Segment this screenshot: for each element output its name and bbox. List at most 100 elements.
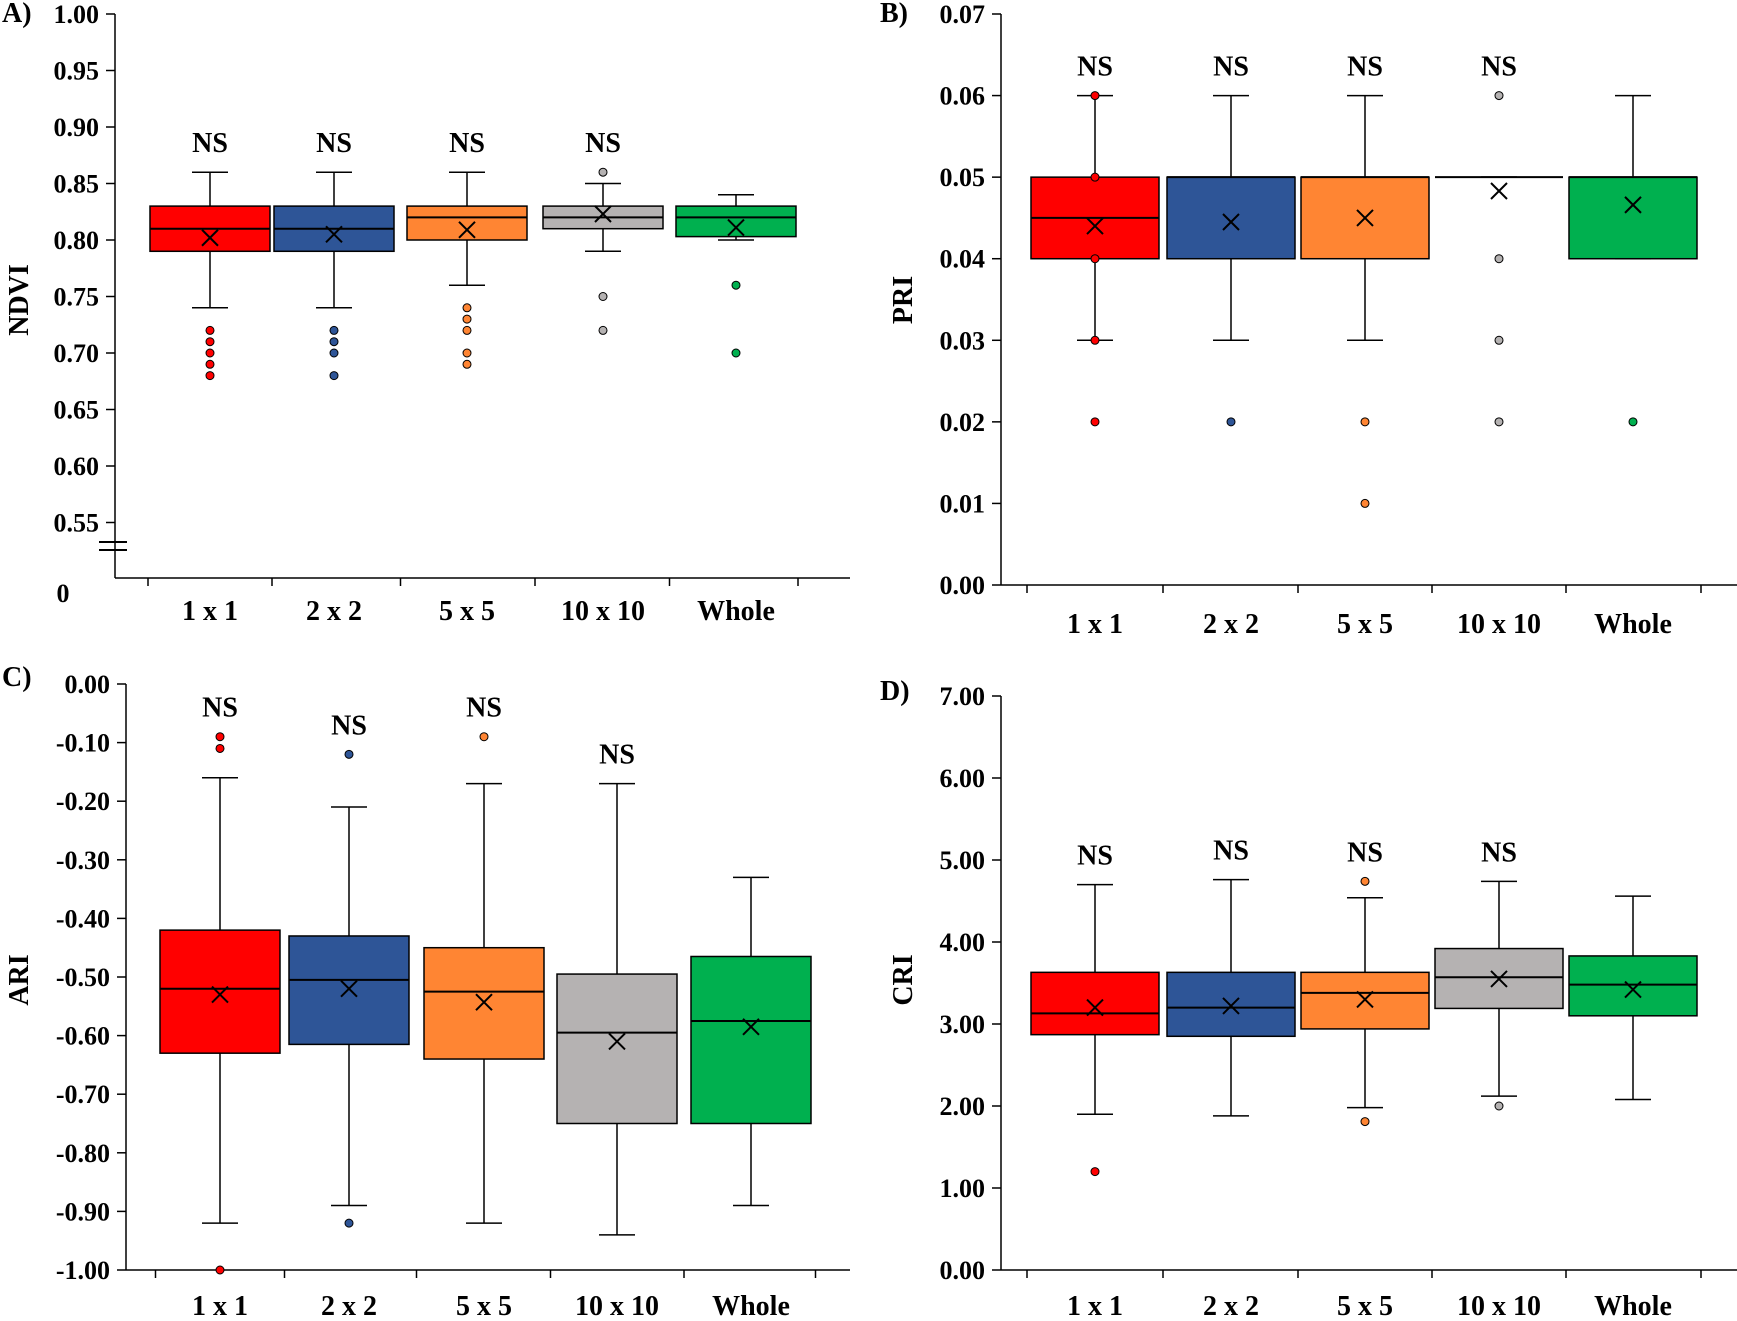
significance-label: NS — [1077, 52, 1113, 83]
iqr-box — [675, 205, 797, 238]
outlier-point — [344, 1218, 354, 1228]
significance-label: NS — [585, 128, 621, 159]
mean-marker — [608, 1032, 626, 1051]
significance-label: NS — [202, 693, 238, 724]
significance-label: NS — [449, 128, 485, 159]
outlier-point — [1360, 417, 1370, 427]
box-whole: Whole — [1568, 895, 1698, 1321]
box-2x2: NS 2 x 2 — [288, 710, 410, 1321]
outlier-point — [598, 325, 608, 335]
panel-c: C) ARI 0.00 -0.10 -0.20 -0.30 -0.40 -0.50 -0.60 -… — [2, 662, 850, 1321]
outlier-point — [1360, 876, 1370, 886]
y-tick-label: -0.50 — [56, 963, 110, 992]
box-2x2: NS 2 x 2 — [1166, 836, 1296, 1321]
y-tick-label: -0.20 — [56, 787, 110, 816]
outlier-point — [598, 167, 608, 177]
y-axis-label: PRI — [888, 276, 919, 324]
iqr-box — [1568, 955, 1698, 1017]
outlier-point — [1226, 417, 1236, 427]
y-tick-label: 0.85 — [54, 170, 100, 199]
panel-d: D) CRI 0.00 1.00 2.00 3.00 4.00 5.00 6.00 7.00 NS 1… — [880, 676, 1737, 1321]
mean-marker — [594, 205, 612, 223]
outlier-point — [1628, 417, 1638, 427]
panel-label: B) — [880, 0, 908, 29]
y-tick-label: -0.30 — [56, 846, 110, 875]
axis-break-label: 0 — [57, 579, 70, 608]
significance-label: NS — [1347, 837, 1383, 868]
mean-marker — [325, 225, 343, 244]
mean-marker — [1222, 213, 1240, 231]
x-tick-label: Whole — [697, 596, 775, 627]
mean-marker — [475, 993, 493, 1011]
x-tick-label: 1 x 1 — [1067, 1291, 1123, 1321]
panel-label: A) — [2, 0, 32, 29]
outlier-point — [1494, 1101, 1504, 1111]
mean-marker — [1356, 990, 1374, 1009]
y-tick-label: -0.80 — [56, 1139, 110, 1168]
outlier-point — [1360, 498, 1370, 508]
x-tick-label: 2 x 2 — [306, 596, 362, 627]
y-axis-label: ARI — [4, 954, 35, 1005]
x-tick-label: 2 x 2 — [321, 1291, 377, 1321]
x-tick-label: 10 x 10 — [1457, 609, 1541, 640]
y-tick-label: -0.40 — [56, 904, 110, 933]
box-1x1: NS 1 x 1 — [159, 693, 281, 1321]
outlier-point — [205, 371, 215, 381]
significance-label: NS — [1213, 52, 1249, 83]
outlier-point — [1090, 1167, 1100, 1177]
significance-label: NS — [1213, 836, 1249, 867]
y-tick-label: 2.00 — [940, 1092, 986, 1121]
box-whole: Whole — [675, 194, 797, 627]
outlier-point — [1090, 417, 1100, 427]
mean-marker — [1624, 980, 1642, 999]
outlier-point — [329, 337, 339, 347]
y-axis-label: CRI — [888, 954, 919, 1005]
y-tick-label: -1.00 — [56, 1256, 110, 1285]
outlier-point — [329, 371, 339, 381]
significance-label: NS — [331, 710, 367, 741]
panel-b: B) PRI 0.00 0.01 0.02 0.03 0.04 0.05 0.06 0.07 NS 1… — [880, 0, 1737, 640]
box-1x1: NS 1 x 1 — [149, 128, 271, 627]
y-tick-label: 7.00 — [940, 682, 986, 711]
x-tick-label: Whole — [712, 1291, 790, 1321]
outlier-point — [205, 348, 215, 358]
y-tick-label: -0.90 — [56, 1197, 110, 1226]
outlier-point — [1090, 335, 1100, 345]
x-tick-label: 10 x 10 — [1457, 1291, 1541, 1321]
x-tick-label: 1 x 1 — [182, 596, 238, 627]
outlier-point — [462, 325, 472, 335]
iqr-box — [406, 205, 528, 241]
x-tick-label: 5 x 5 — [456, 1291, 512, 1321]
y-tick-label: 0.02 — [940, 408, 986, 437]
outlier-point — [731, 280, 741, 290]
y-tick-label: 0.70 — [54, 339, 100, 368]
x-tick-label: 10 x 10 — [575, 1291, 659, 1321]
outlier-point — [1494, 335, 1504, 345]
outlier-point — [462, 303, 472, 313]
mean-marker — [1222, 997, 1240, 1015]
x-tick-label: 10 x 10 — [561, 596, 645, 627]
outlier-point — [479, 732, 489, 742]
y-tick-label: -0.60 — [56, 1022, 110, 1051]
outlier-point — [205, 359, 215, 369]
box-5x5: NS 5 x 5 — [1300, 837, 1430, 1321]
y-tick-label: 6.00 — [940, 764, 986, 793]
outlier-point — [205, 325, 215, 335]
y-tick-label: 0.75 — [54, 283, 100, 312]
outlier-point — [215, 732, 225, 742]
box-whole: Whole — [690, 876, 812, 1321]
panel-label: C) — [2, 662, 32, 693]
x-tick-label: 1 x 1 — [1067, 609, 1123, 640]
x-tick-label: 1 x 1 — [192, 1291, 248, 1321]
outlier-point — [462, 314, 472, 324]
panel-a: A) NDVI 0.55 0.60 0.65 0.70 0.75 0.80 0.85 0.90 0.… — [2, 0, 850, 627]
mean-marker — [727, 218, 745, 237]
mean-marker — [211, 985, 229, 1004]
outlier-point — [215, 743, 225, 753]
iqr-box — [1030, 971, 1160, 1036]
y-tick-label: -0.70 — [56, 1080, 110, 1109]
y-tick-label: 0.00 — [940, 1256, 986, 1285]
box-whole: Whole — [1568, 94, 1698, 640]
mean-marker — [458, 221, 476, 239]
